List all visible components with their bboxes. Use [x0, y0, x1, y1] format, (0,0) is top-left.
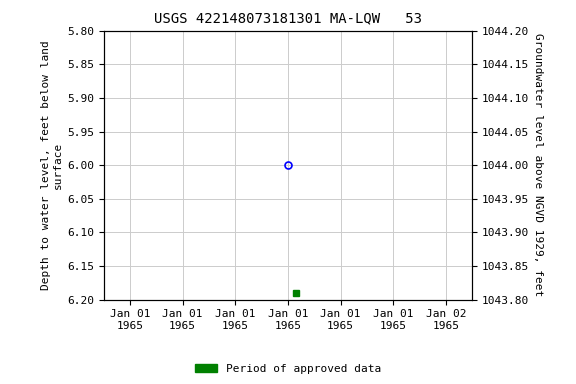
Y-axis label: Groundwater level above NGVD 1929, feet: Groundwater level above NGVD 1929, feet [533, 33, 544, 297]
Y-axis label: Depth to water level, feet below land
surface: Depth to water level, feet below land su… [41, 40, 63, 290]
Title: USGS 422148073181301 MA-LQW   53: USGS 422148073181301 MA-LQW 53 [154, 12, 422, 25]
Legend: Period of approved data: Period of approved data [191, 359, 385, 379]
